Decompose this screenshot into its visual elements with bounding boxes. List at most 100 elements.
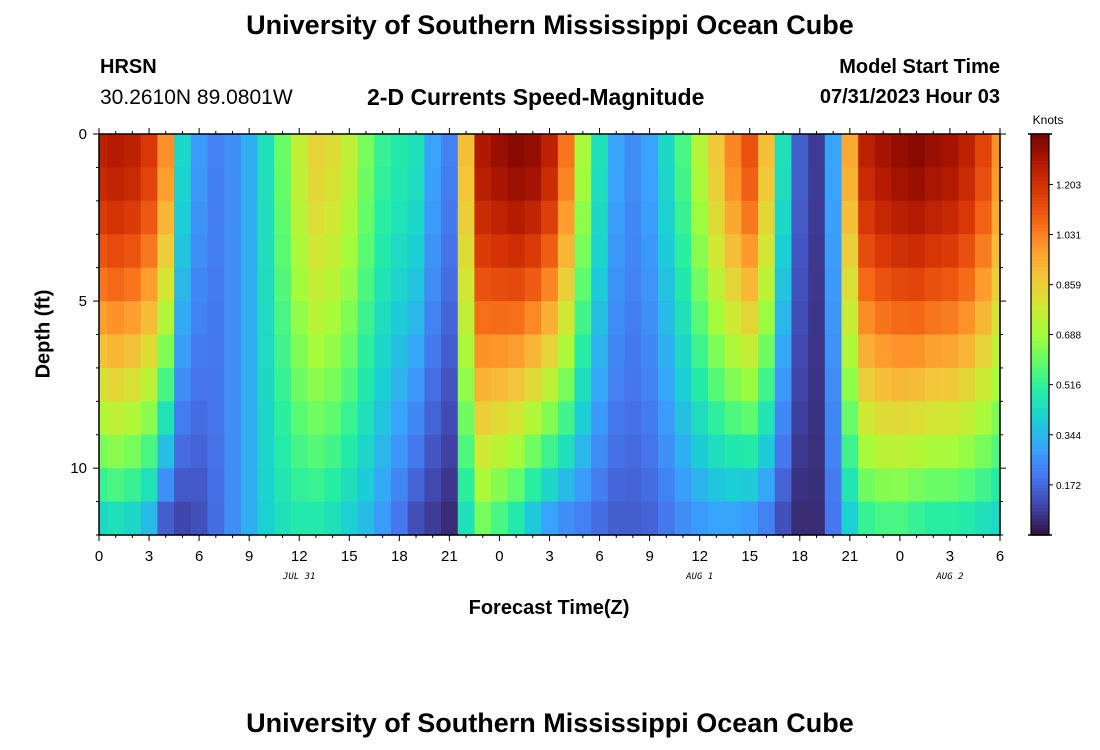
colorbar-band (1031, 281, 1049, 285)
heatmap-cell (340, 334, 359, 369)
x-tick-label: 21 (841, 548, 858, 565)
heatmap-cell (708, 501, 726, 536)
heatmap-cell (924, 267, 943, 302)
colorbar-tick-label: 0.859 (1056, 281, 1081, 292)
colorbar-band (1031, 438, 1049, 443)
heatmap-cell (274, 367, 292, 402)
heatmap-cell (324, 267, 342, 302)
colorbar-band (1031, 304, 1049, 309)
heatmap-cell (758, 401, 776, 436)
heatmap-cell (674, 167, 692, 202)
heatmap-cell (574, 468, 592, 503)
heatmap-cell (140, 401, 158, 436)
heatmap-cell (624, 134, 642, 169)
heatmap-cell (307, 468, 325, 503)
heatmap-cell (357, 401, 375, 436)
heatmap-cell (99, 434, 108, 469)
heatmap-cell (774, 267, 793, 302)
colorbar-band (1031, 187, 1049, 192)
heatmap-cell (557, 301, 576, 336)
heatmap-cell (657, 501, 676, 536)
heatmap-cell (808, 434, 826, 469)
colorbar-band (1031, 504, 1049, 509)
heatmap-cell (741, 434, 759, 469)
heatmap-cell (174, 334, 192, 369)
colorbar-band (1031, 144, 1049, 148)
heatmap-cell (374, 367, 392, 402)
heatmap-cell (841, 334, 859, 369)
heatmap-cell (874, 301, 893, 336)
heatmap-cell (274, 501, 292, 536)
heatmap-cell (240, 301, 259, 336)
colorbar-band (1031, 361, 1049, 366)
heatmap-cell (257, 401, 275, 436)
station-coordinates: 30.2610N 89.0801W (100, 86, 293, 109)
heatmap-cell (207, 167, 225, 202)
date-label: AUG 1 (685, 572, 713, 582)
heatmap-cell (357, 301, 375, 336)
heatmap-cell (607, 234, 626, 269)
heatmap-cell (99, 334, 108, 369)
heatmap-cell (708, 334, 726, 369)
heatmap-cell (641, 267, 659, 302)
heatmap-cell (124, 434, 142, 469)
heatmap-cell (407, 167, 425, 202)
heatmap-cell (157, 367, 175, 402)
heatmap-cell (257, 200, 275, 235)
heatmap-cell (607, 401, 626, 436)
heatmap-cell (958, 167, 976, 202)
heatmap-cell (674, 401, 692, 436)
heatmap-cell (691, 334, 709, 369)
heatmap-cell (524, 134, 542, 169)
colorbar-band (1031, 291, 1049, 295)
heatmap-cell (708, 134, 726, 169)
colorbar-band (1031, 531, 1049, 536)
heatmap-cell (891, 401, 909, 436)
colorbar-band (1031, 397, 1049, 402)
heatmap-cell (891, 334, 909, 369)
heatmap-cell (240, 134, 259, 169)
heatmap-cell (441, 200, 459, 235)
colorbar-band (1031, 418, 1049, 422)
heatmap-cell (724, 134, 742, 169)
heatmap-cell (507, 200, 526, 235)
colorbar-tick-label: 1.031 (1056, 231, 1081, 242)
heatmap-cell (274, 401, 292, 436)
heatmap-cell (474, 401, 492, 436)
heatmap-cell (874, 167, 893, 202)
colorbar-band (1031, 334, 1049, 339)
x-tick-label: 9 (245, 548, 253, 565)
heatmap-cell (657, 468, 676, 503)
heatmap-cell (491, 367, 509, 402)
heatmap-cell (374, 401, 392, 436)
heatmap-cell (107, 501, 125, 536)
heatmap-cell (657, 401, 676, 436)
heatmap-cell (908, 334, 926, 369)
heatmap-cell (174, 267, 192, 302)
heatmap-cell (107, 301, 125, 336)
heatmap-cell (99, 401, 108, 436)
heatmap-cell (724, 234, 742, 269)
heatmap-cell (174, 468, 192, 503)
heatmap-cell (641, 367, 659, 402)
heatmap-cell (741, 200, 759, 235)
heatmap-cell (240, 434, 259, 469)
heatmap-cell (641, 401, 659, 436)
heatmap-cell (791, 367, 809, 402)
heatmap-cell (107, 334, 125, 369)
heatmap-cell (691, 234, 709, 269)
heatmap-cell (107, 434, 125, 469)
heatmap-cell (374, 167, 392, 202)
heatmap-cell (991, 334, 1001, 369)
heatmap-cell (340, 501, 359, 536)
colorbar-band (1031, 387, 1049, 392)
heatmap-cell (224, 434, 242, 469)
heatmap-cell (708, 234, 726, 269)
heatmap-cell (524, 367, 542, 402)
heatmap-cell (324, 167, 342, 202)
x-tick-label: 18 (791, 548, 808, 565)
x-tick-label: 15 (341, 548, 358, 565)
heatmap-cell (207, 501, 225, 536)
heatmap-cell (691, 267, 709, 302)
heatmap-cell (491, 200, 509, 235)
